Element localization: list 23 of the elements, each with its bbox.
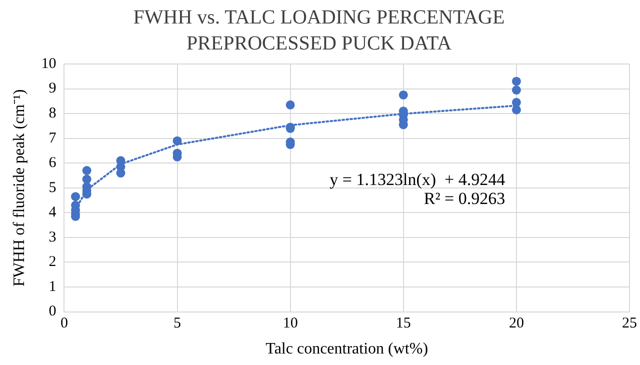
y-tick-label: 0 [48,304,56,320]
y-tick-label: 7 [48,130,57,146]
chart-title: FWHH vs. TALC LOADING PERCENTAGE [133,6,505,28]
y-tick-label: 10 [41,56,56,72]
y-axis-title: FWHH of fluoride peak (cm⁻¹) [10,89,28,287]
y-tick-label: 4 [48,204,57,221]
x-tick-label: 25 [622,316,637,332]
x-tick-label: 20 [508,316,524,332]
y-tick-label: 1 [48,278,56,295]
x-tick-label: 15 [396,316,411,332]
y-tick-label: 9 [48,80,56,97]
chart-subtitle: PREPROCESSED PUCK DATA [186,32,452,54]
annotation: R² = 0.9263 [424,188,506,208]
y-tick-label: 2 [48,254,56,270]
y-tick-label: 5 [48,180,56,196]
x-tick-label: 5 [174,316,182,332]
y-tick-label: 3 [48,229,56,246]
x-tick-label: 10 [282,316,298,332]
annotation: y = 1.1323ln(x) + 4.9244 [330,170,506,189]
y-tick-label: 8 [48,105,56,122]
x-axis-title: Talc concentration (wt%) [266,340,428,358]
x-tick-label: 0 [60,316,68,332]
y-tick-label: 6 [48,155,57,172]
